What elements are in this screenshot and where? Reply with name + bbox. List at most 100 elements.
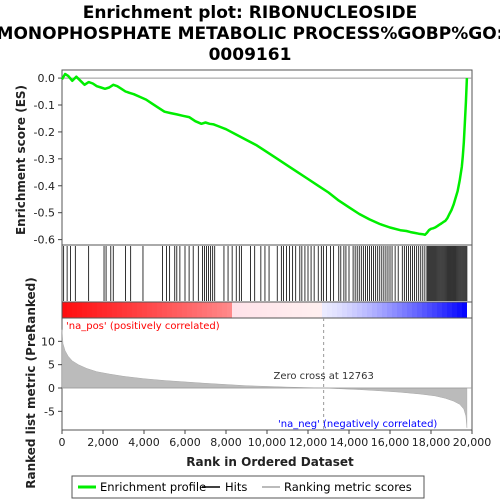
heat-cell [447, 302, 453, 318]
x-tick-label: 14,000 [330, 436, 369, 449]
heat-cell [437, 302, 443, 318]
es-y-tick-label: -0.2 [34, 126, 55, 139]
heat-cell [102, 302, 108, 318]
heat-cell [277, 302, 283, 318]
metric-y-axis-label: Ranked list metric (PreRanked) [24, 277, 38, 489]
heat-cell [192, 302, 198, 318]
heat-cell [172, 302, 178, 318]
x-axis-label: Rank in Ordered Dataset [186, 455, 354, 469]
heat-cell [257, 302, 263, 318]
heat-cell [107, 302, 113, 318]
heat-cell [67, 302, 73, 318]
heat-cell [187, 302, 193, 318]
heat-cell [307, 302, 313, 318]
heat-cell [162, 302, 168, 318]
heat-cell [87, 302, 93, 318]
es-panel: 0.0 -0.1 -0.2 -0.3 -0.4 -0.5 -0.6 [34, 69, 473, 247]
x-tick-label: 10,000 [248, 436, 287, 449]
es-plot-frame [61, 69, 473, 246]
heat-cell [412, 302, 418, 318]
heat-cell [62, 302, 68, 318]
heat-cell [267, 302, 273, 318]
es-y-tick-label: -0.6 [34, 234, 55, 247]
legend-label-metric: Ranking metric scores [284, 480, 412, 494]
es-y-tick-label: -0.1 [34, 99, 55, 112]
x-tick-label: 12,000 [289, 436, 328, 449]
heat-cell [462, 302, 468, 318]
heat-cell [282, 302, 288, 318]
heat-cell [357, 302, 363, 318]
heat-cell [432, 302, 438, 318]
heat-cell [262, 302, 268, 318]
x-tick-label: 18,000 [412, 436, 451, 449]
es-y-axis-label: Enrichment score (ES) [14, 85, 28, 235]
x-tick-label: 20,000 [453, 436, 492, 449]
heat-cell [352, 302, 358, 318]
heat-cell [457, 302, 463, 318]
heat-cell [337, 302, 343, 318]
heat-cell [207, 302, 213, 318]
legend-label-hits: Hits [225, 480, 247, 494]
es-y-tick-label: -0.5 [34, 207, 55, 220]
heat-cell [312, 302, 318, 318]
heat-cell [197, 302, 203, 318]
x-tick-label: 2,000 [87, 436, 119, 449]
legend: Enrichment profile Hits Ranking metric s… [71, 475, 425, 499]
heat-cell [297, 302, 303, 318]
heat-cell [242, 302, 248, 318]
heat-cell [422, 302, 428, 318]
x-tick-label: 6,000 [169, 436, 201, 449]
heat-cell [82, 302, 88, 318]
metric-y-tick-label: 10 [41, 335, 55, 348]
heat-cell [347, 302, 353, 318]
heat-cell [72, 302, 78, 318]
heat-cell [377, 302, 383, 318]
heat-cell [302, 302, 308, 318]
heat-cell [147, 302, 153, 318]
heat-cell [217, 302, 223, 318]
heat-cell [142, 302, 148, 318]
heat-cell [237, 302, 243, 318]
heat-cell [97, 302, 103, 318]
heat-cell [317, 302, 323, 318]
heat-cell [167, 302, 173, 318]
heat-cell [137, 302, 143, 318]
heat-cell [117, 302, 123, 318]
x-tick-label: 16,000 [371, 436, 410, 449]
heat-cell [232, 302, 238, 318]
heat-cell [272, 302, 278, 318]
heat-cell [452, 302, 458, 318]
ranking-metric-area [61, 329, 468, 428]
heat-cell [322, 302, 328, 318]
heat-cell [342, 302, 348, 318]
heat-cell [112, 302, 118, 318]
x-tick-label: 8,000 [210, 436, 242, 449]
heat-cell [287, 302, 293, 318]
ranked-heat-bar [61, 301, 473, 319]
heat-cell [252, 302, 258, 318]
heat-cell [177, 302, 183, 318]
heat-cell [247, 302, 253, 318]
x-tick-label: 0 [59, 436, 66, 449]
heat-cell [402, 302, 408, 318]
heat-cell [332, 302, 338, 318]
x-tick-label: 4,000 [128, 436, 160, 449]
legend-box [71, 475, 425, 499]
heat-cell [382, 302, 388, 318]
heat-cell [222, 302, 228, 318]
heat-cell [427, 302, 433, 318]
heat-cell [327, 302, 333, 318]
chart-title-line-3: 0009161 [209, 45, 292, 65]
heat-cell [367, 302, 373, 318]
heat-cell [132, 302, 138, 318]
heat-cell [182, 302, 188, 318]
heat-cell [442, 302, 448, 318]
heat-cell [292, 302, 298, 318]
heat-cell [157, 302, 163, 318]
heat-cell [467, 302, 473, 318]
es-y-tick-label: 0.0 [38, 72, 56, 85]
heat-cell [397, 302, 403, 318]
heat-cell [152, 302, 158, 318]
